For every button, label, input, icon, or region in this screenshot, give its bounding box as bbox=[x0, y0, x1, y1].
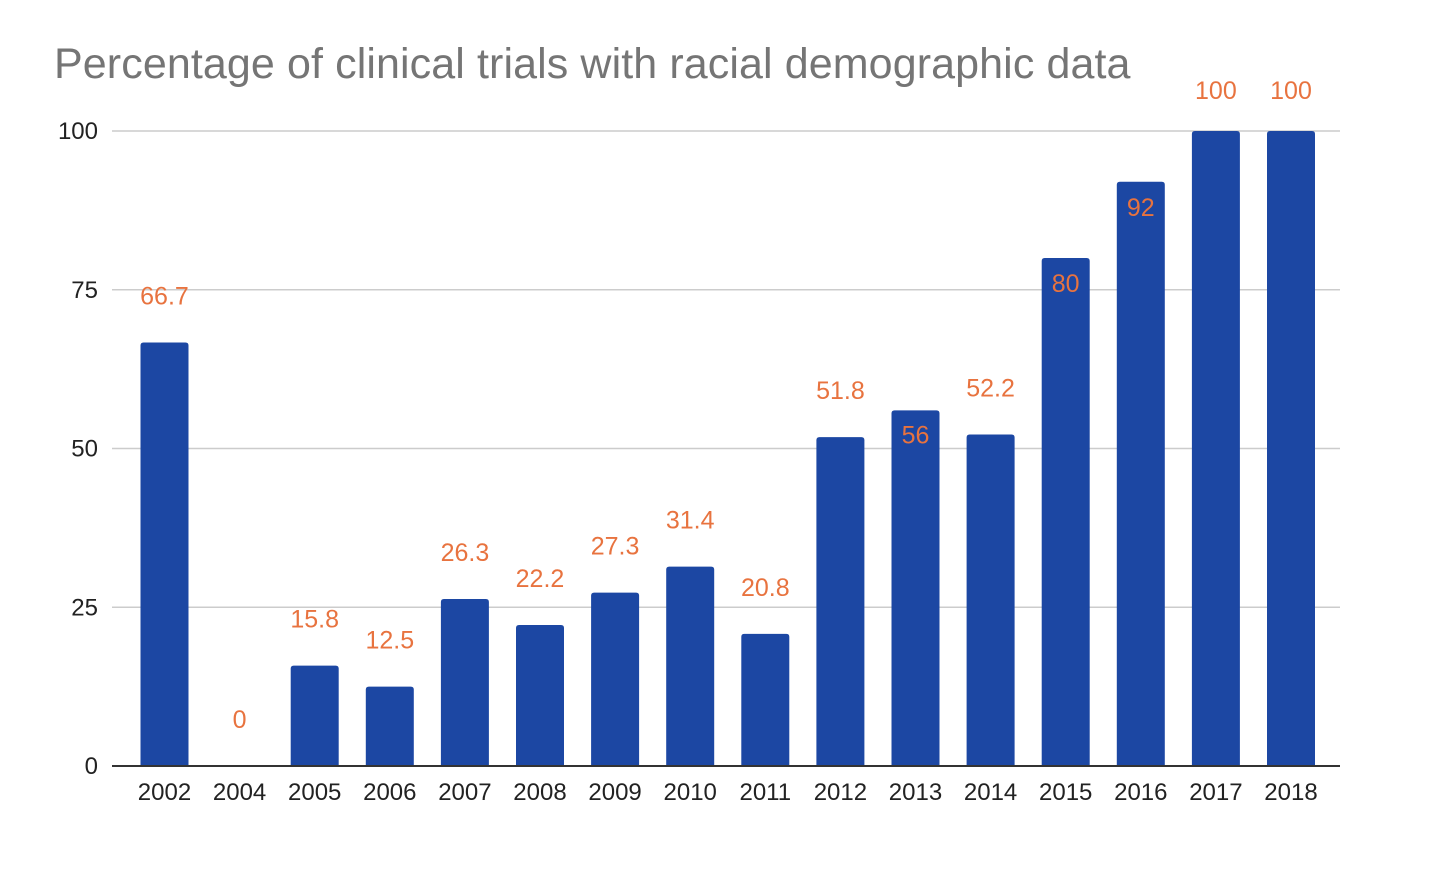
data-label: 100 bbox=[1195, 77, 1237, 105]
x-tick-label: 2014 bbox=[964, 779, 1017, 806]
bar bbox=[1191, 131, 1240, 766]
chart-title: Percentage of clinical trials with racia… bbox=[54, 40, 1131, 88]
bar bbox=[1041, 258, 1090, 766]
bar bbox=[440, 598, 489, 766]
bar bbox=[365, 686, 414, 766]
bar bbox=[140, 342, 189, 766]
x-tick-label: 2008 bbox=[513, 779, 566, 806]
data-label: 100 bbox=[1270, 77, 1312, 105]
bar bbox=[816, 437, 865, 766]
data-label: 20.8 bbox=[741, 574, 790, 602]
x-tick-label: 2004 bbox=[213, 779, 266, 806]
y-tick-label: 75 bbox=[71, 277, 98, 304]
data-label: 56 bbox=[902, 421, 930, 449]
axes: 0 25 50 75 100 2002 2004 2005 2006 2007 2008 2009 20… bbox=[58, 118, 1340, 806]
bar bbox=[1267, 131, 1315, 766]
x-tick-label: 2005 bbox=[288, 779, 341, 806]
x-tick-label: 2002 bbox=[138, 779, 191, 806]
x-tick-label: 2017 bbox=[1189, 779, 1242, 806]
data-label: 52.2 bbox=[966, 375, 1015, 403]
data-label: 22.2 bbox=[516, 565, 565, 593]
data-label: 66.7 bbox=[140, 282, 189, 310]
x-tick-label: 2013 bbox=[889, 779, 942, 806]
bar bbox=[290, 665, 339, 766]
x-tick-label: 2011 bbox=[739, 779, 791, 806]
y-tick-label: 50 bbox=[71, 436, 98, 463]
data-label: 15.8 bbox=[290, 606, 339, 634]
x-tick-label: 2010 bbox=[664, 779, 717, 806]
data-label: 92 bbox=[1127, 194, 1155, 222]
data-label: 27.3 bbox=[591, 533, 640, 561]
data-label: 12.5 bbox=[365, 627, 414, 655]
x-tick-label: 2018 bbox=[1264, 779, 1317, 806]
y-tick-label: 100 bbox=[58, 118, 98, 145]
bar bbox=[1116, 181, 1165, 767]
x-tick-label: 2009 bbox=[588, 779, 641, 806]
x-tick-label: 2016 bbox=[1114, 779, 1167, 806]
data-label: 31.4 bbox=[666, 507, 715, 535]
data-label: 26.3 bbox=[441, 539, 490, 567]
data-label: 0 bbox=[233, 706, 247, 734]
data-labels: 66.7 0 15.8 12.5 26.3 22.2 27.3 31.4 20.8 51.8 56 5… bbox=[140, 77, 1312, 734]
bar bbox=[741, 633, 790, 766]
y-tick-label: 0 bbox=[85, 753, 98, 780]
bar bbox=[666, 566, 715, 766]
x-tick-label: 2006 bbox=[363, 779, 416, 806]
x-tick-label: 2015 bbox=[1039, 779, 1092, 806]
bar bbox=[966, 434, 1015, 766]
bar bbox=[891, 410, 940, 766]
bars bbox=[140, 131, 1315, 767]
x-tick-label: 2007 bbox=[438, 779, 491, 806]
y-tick-label: 25 bbox=[71, 594, 98, 621]
bar bbox=[591, 592, 640, 766]
data-label: 51.8 bbox=[816, 377, 865, 405]
x-tick-label: 2012 bbox=[814, 779, 867, 806]
bar bbox=[516, 625, 564, 766]
data-label: 80 bbox=[1052, 270, 1080, 298]
